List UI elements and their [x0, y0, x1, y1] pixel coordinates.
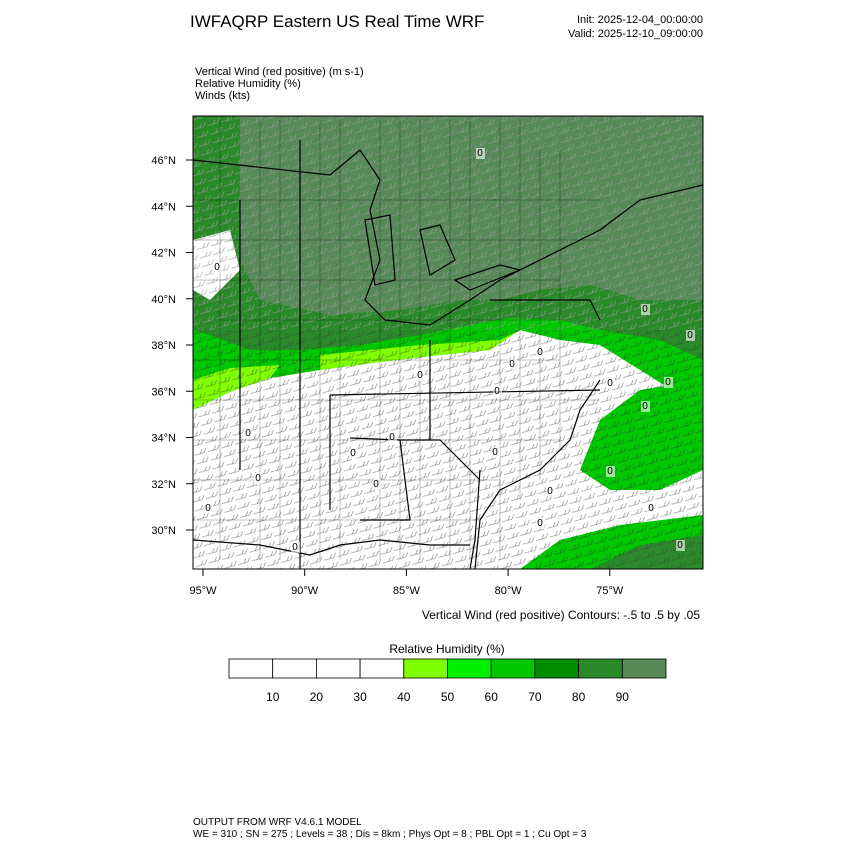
lat-label: 32°N — [151, 479, 176, 491]
lat-label: 34°N — [151, 433, 176, 445]
contour-label-box — [536, 347, 545, 358]
lat-label: 30°N — [151, 525, 176, 537]
colorbar-box — [228, 658, 274, 679]
contour-label-box — [641, 304, 650, 315]
contour-label: 0 — [245, 428, 251, 439]
contour-label-box — [686, 330, 695, 341]
contour-label: 0 — [292, 542, 298, 553]
valid-time: Valid: 2025-12-10_09:00:00 — [568, 28, 703, 40]
contour-note: Vertical Wind (red positive) Contours: -… — [422, 608, 700, 622]
contour-label: 0 — [648, 503, 654, 514]
title: IWFAQRP Eastern US Real Time WRF — [190, 12, 484, 31]
contour-label-box — [476, 148, 485, 159]
contour-label: 0 — [607, 378, 613, 389]
contour-label-box — [647, 503, 656, 514]
colorbar-box — [621, 658, 667, 679]
contour-label-box — [254, 473, 263, 484]
contour-label: 0 — [537, 347, 543, 358]
lat-label: 40°N — [151, 294, 176, 306]
colorbar-box — [403, 658, 448, 679]
lon-label: 75°W — [596, 585, 624, 597]
contour-label-box — [244, 428, 253, 439]
contour-label-box — [204, 503, 213, 514]
colorbar-box — [272, 658, 317, 679]
field-label: Relative Humidity (%) — [195, 78, 301, 90]
contour-label-box — [664, 377, 673, 388]
colorbar-label: 70 — [528, 690, 542, 704]
contour-label: 0 — [665, 377, 671, 388]
map-frame — [192, 115, 704, 570]
footer-line: OUTPUT FROM WRF V4.6.1 MODEL — [193, 817, 362, 828]
colorbar-label: 90 — [616, 690, 630, 704]
contour-label-box — [536, 518, 545, 529]
colorbar-box — [578, 658, 623, 679]
contour-label: 0 — [547, 486, 553, 497]
contour-label-box — [372, 479, 381, 490]
contour-label: 0 — [492, 447, 498, 458]
contour-label-box — [388, 432, 397, 443]
lat-label: 44°N — [151, 201, 176, 213]
lat-label: 38°N — [151, 340, 176, 352]
contour-label: 0 — [373, 479, 379, 490]
colorbar-box — [447, 658, 492, 679]
init-time: Init: 2025-12-04_00:00:00 — [577, 14, 703, 26]
contour-label: 0 — [537, 518, 543, 529]
contour-label: 0 — [417, 370, 423, 381]
colorbar-box — [534, 658, 580, 679]
colorbar-label: 60 — [485, 690, 499, 704]
lat-label: 36°N — [151, 386, 176, 398]
lon-label: 80°W — [495, 585, 523, 597]
colorbar-label: 10 — [266, 690, 280, 704]
contour-label: 0 — [477, 148, 483, 159]
contour-label: 0 — [389, 432, 395, 443]
contour-label-box — [606, 378, 615, 389]
map: 0 0 0 0 0 0 0 0 0 0 0 0 0 0 0 0 0 0 0 0 0 0 0 0 — [193, 116, 703, 569]
contour-label-box — [349, 448, 358, 459]
contour-label-box — [291, 542, 300, 553]
colorbar-label: 40 — [397, 690, 411, 704]
contour-label: 0 — [642, 401, 648, 412]
contour-label: 0 — [642, 304, 648, 315]
contour-label-box — [213, 262, 222, 273]
colorbar-label: 80 — [572, 690, 586, 704]
colorbar-title: Relative Humidity (%) — [389, 642, 504, 656]
contour-label-box — [676, 540, 685, 551]
colorbar-box — [359, 658, 405, 679]
contour-label-box — [493, 386, 502, 397]
lon-label: 85°W — [393, 585, 421, 597]
field-label: Winds (kts) — [195, 90, 250, 102]
contour-label-box — [546, 486, 555, 497]
contour-label: 0 — [494, 386, 500, 397]
contour-label: 0 — [687, 330, 693, 341]
contour-label: 0 — [607, 466, 613, 477]
lat-label: 42°N — [151, 248, 176, 260]
footer-line: WE = 310 ; SN = 275 ; Levels = 38 ; Dis … — [193, 829, 587, 840]
colorbar-box — [315, 658, 361, 679]
contour-label: 0 — [205, 503, 211, 514]
contour-label: 0 — [509, 359, 515, 370]
contour-label-box — [508, 359, 517, 370]
lon-label: 90°W — [291, 585, 319, 597]
lat-label: 46°N — [151, 155, 176, 167]
colorbar-label: 50 — [441, 690, 455, 704]
contour-label: 0 — [214, 262, 220, 273]
contour-label: 0 — [677, 540, 683, 551]
field-label: Vertical Wind (red positive) (m s-1) — [195, 66, 364, 78]
contour-label-box — [491, 447, 500, 458]
contour-label-box — [606, 466, 615, 477]
contour-label: 0 — [255, 473, 261, 484]
colorbar-label: 20 — [310, 690, 324, 704]
contour-label: 0 — [350, 448, 356, 459]
contour-label-box — [416, 370, 425, 381]
contour-label-box — [641, 401, 650, 412]
colorbar-box — [490, 658, 536, 679]
lon-label: 95°W — [189, 585, 217, 597]
colorbar-label: 30 — [353, 690, 367, 704]
